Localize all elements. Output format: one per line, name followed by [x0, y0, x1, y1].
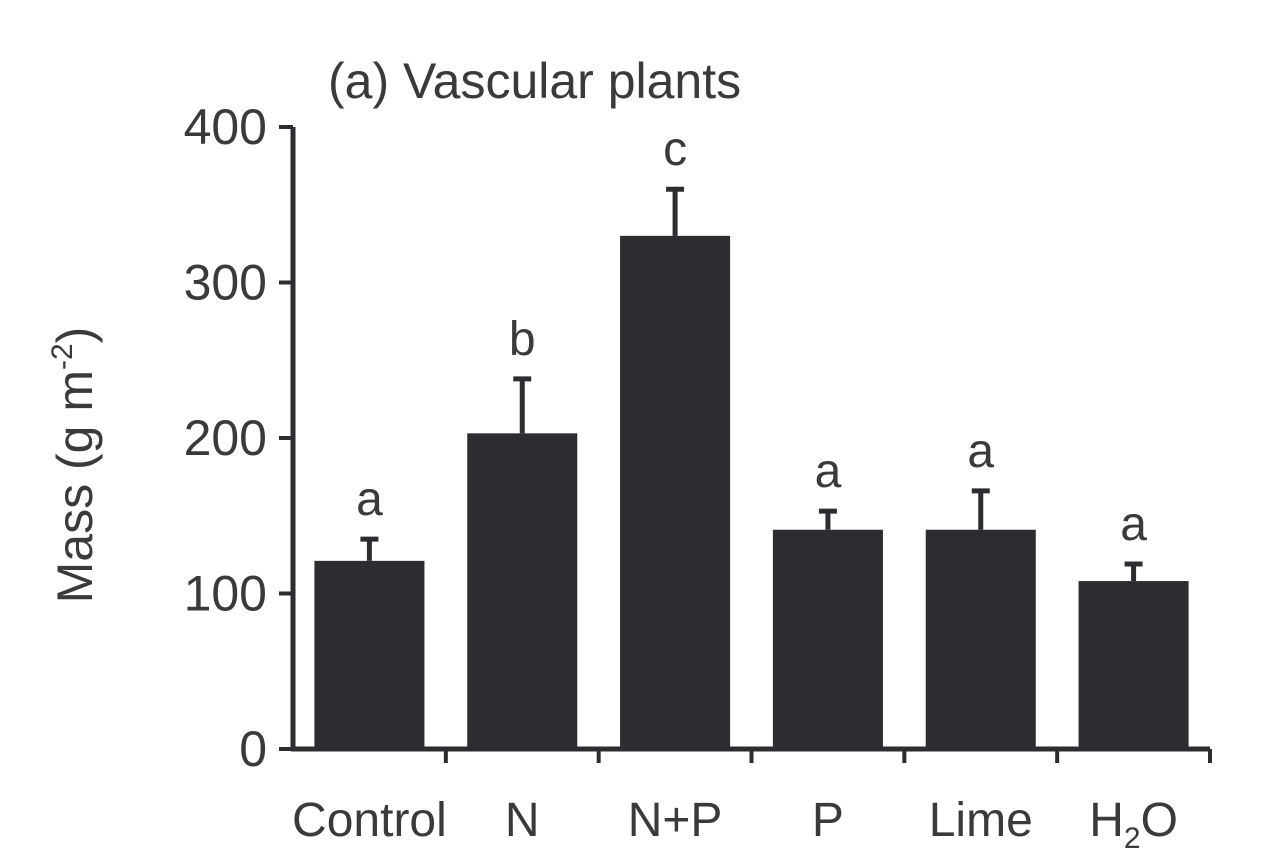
significance-letter: c: [663, 123, 687, 176]
significance-letter: a: [967, 425, 994, 478]
y-axis-ticks: 0 100 200 300 400: [184, 99, 293, 777]
y-tick-label: 100: [184, 566, 267, 622]
bars: a b c a a a: [314, 123, 1189, 750]
y-tick-label: 300: [184, 255, 267, 311]
y-tick-label: 400: [184, 99, 267, 155]
significance-letter: a: [815, 445, 842, 498]
y-axis-label-main: Mass (g m: [47, 370, 103, 603]
bar: [925, 529, 1036, 749]
x-tick-label: N: [505, 794, 540, 847]
y-tick-label: 200: [184, 410, 267, 466]
bar: [772, 529, 883, 749]
x-axis-ticks: Control N N+P P Lime H2O: [292, 749, 1212, 855]
x-tick-label: H2O: [1089, 794, 1178, 855]
y-axis-label-group: Mass (g m-2): [46, 327, 103, 604]
y-axis-label-suffix: ): [47, 327, 103, 344]
significance-letter: b: [509, 313, 536, 366]
bar: [467, 433, 578, 749]
significance-letter: a: [356, 473, 383, 526]
chart-title: (a) Vascular plants: [328, 53, 741, 109]
x-tick-label: P: [812, 794, 844, 847]
y-tick-label: 0: [239, 721, 267, 777]
bar: [314, 560, 425, 749]
x-tick-label: Lime: [929, 794, 1033, 847]
bar: [1078, 581, 1189, 749]
x-tick-label: Control: [292, 794, 447, 847]
bar: [620, 235, 731, 750]
significance-letter: a: [1120, 498, 1147, 551]
y-axis-label: Mass (g m-2): [46, 327, 103, 604]
y-axis-label-superscript: -2: [46, 343, 79, 370]
x-tick-label: N+P: [628, 794, 723, 847]
